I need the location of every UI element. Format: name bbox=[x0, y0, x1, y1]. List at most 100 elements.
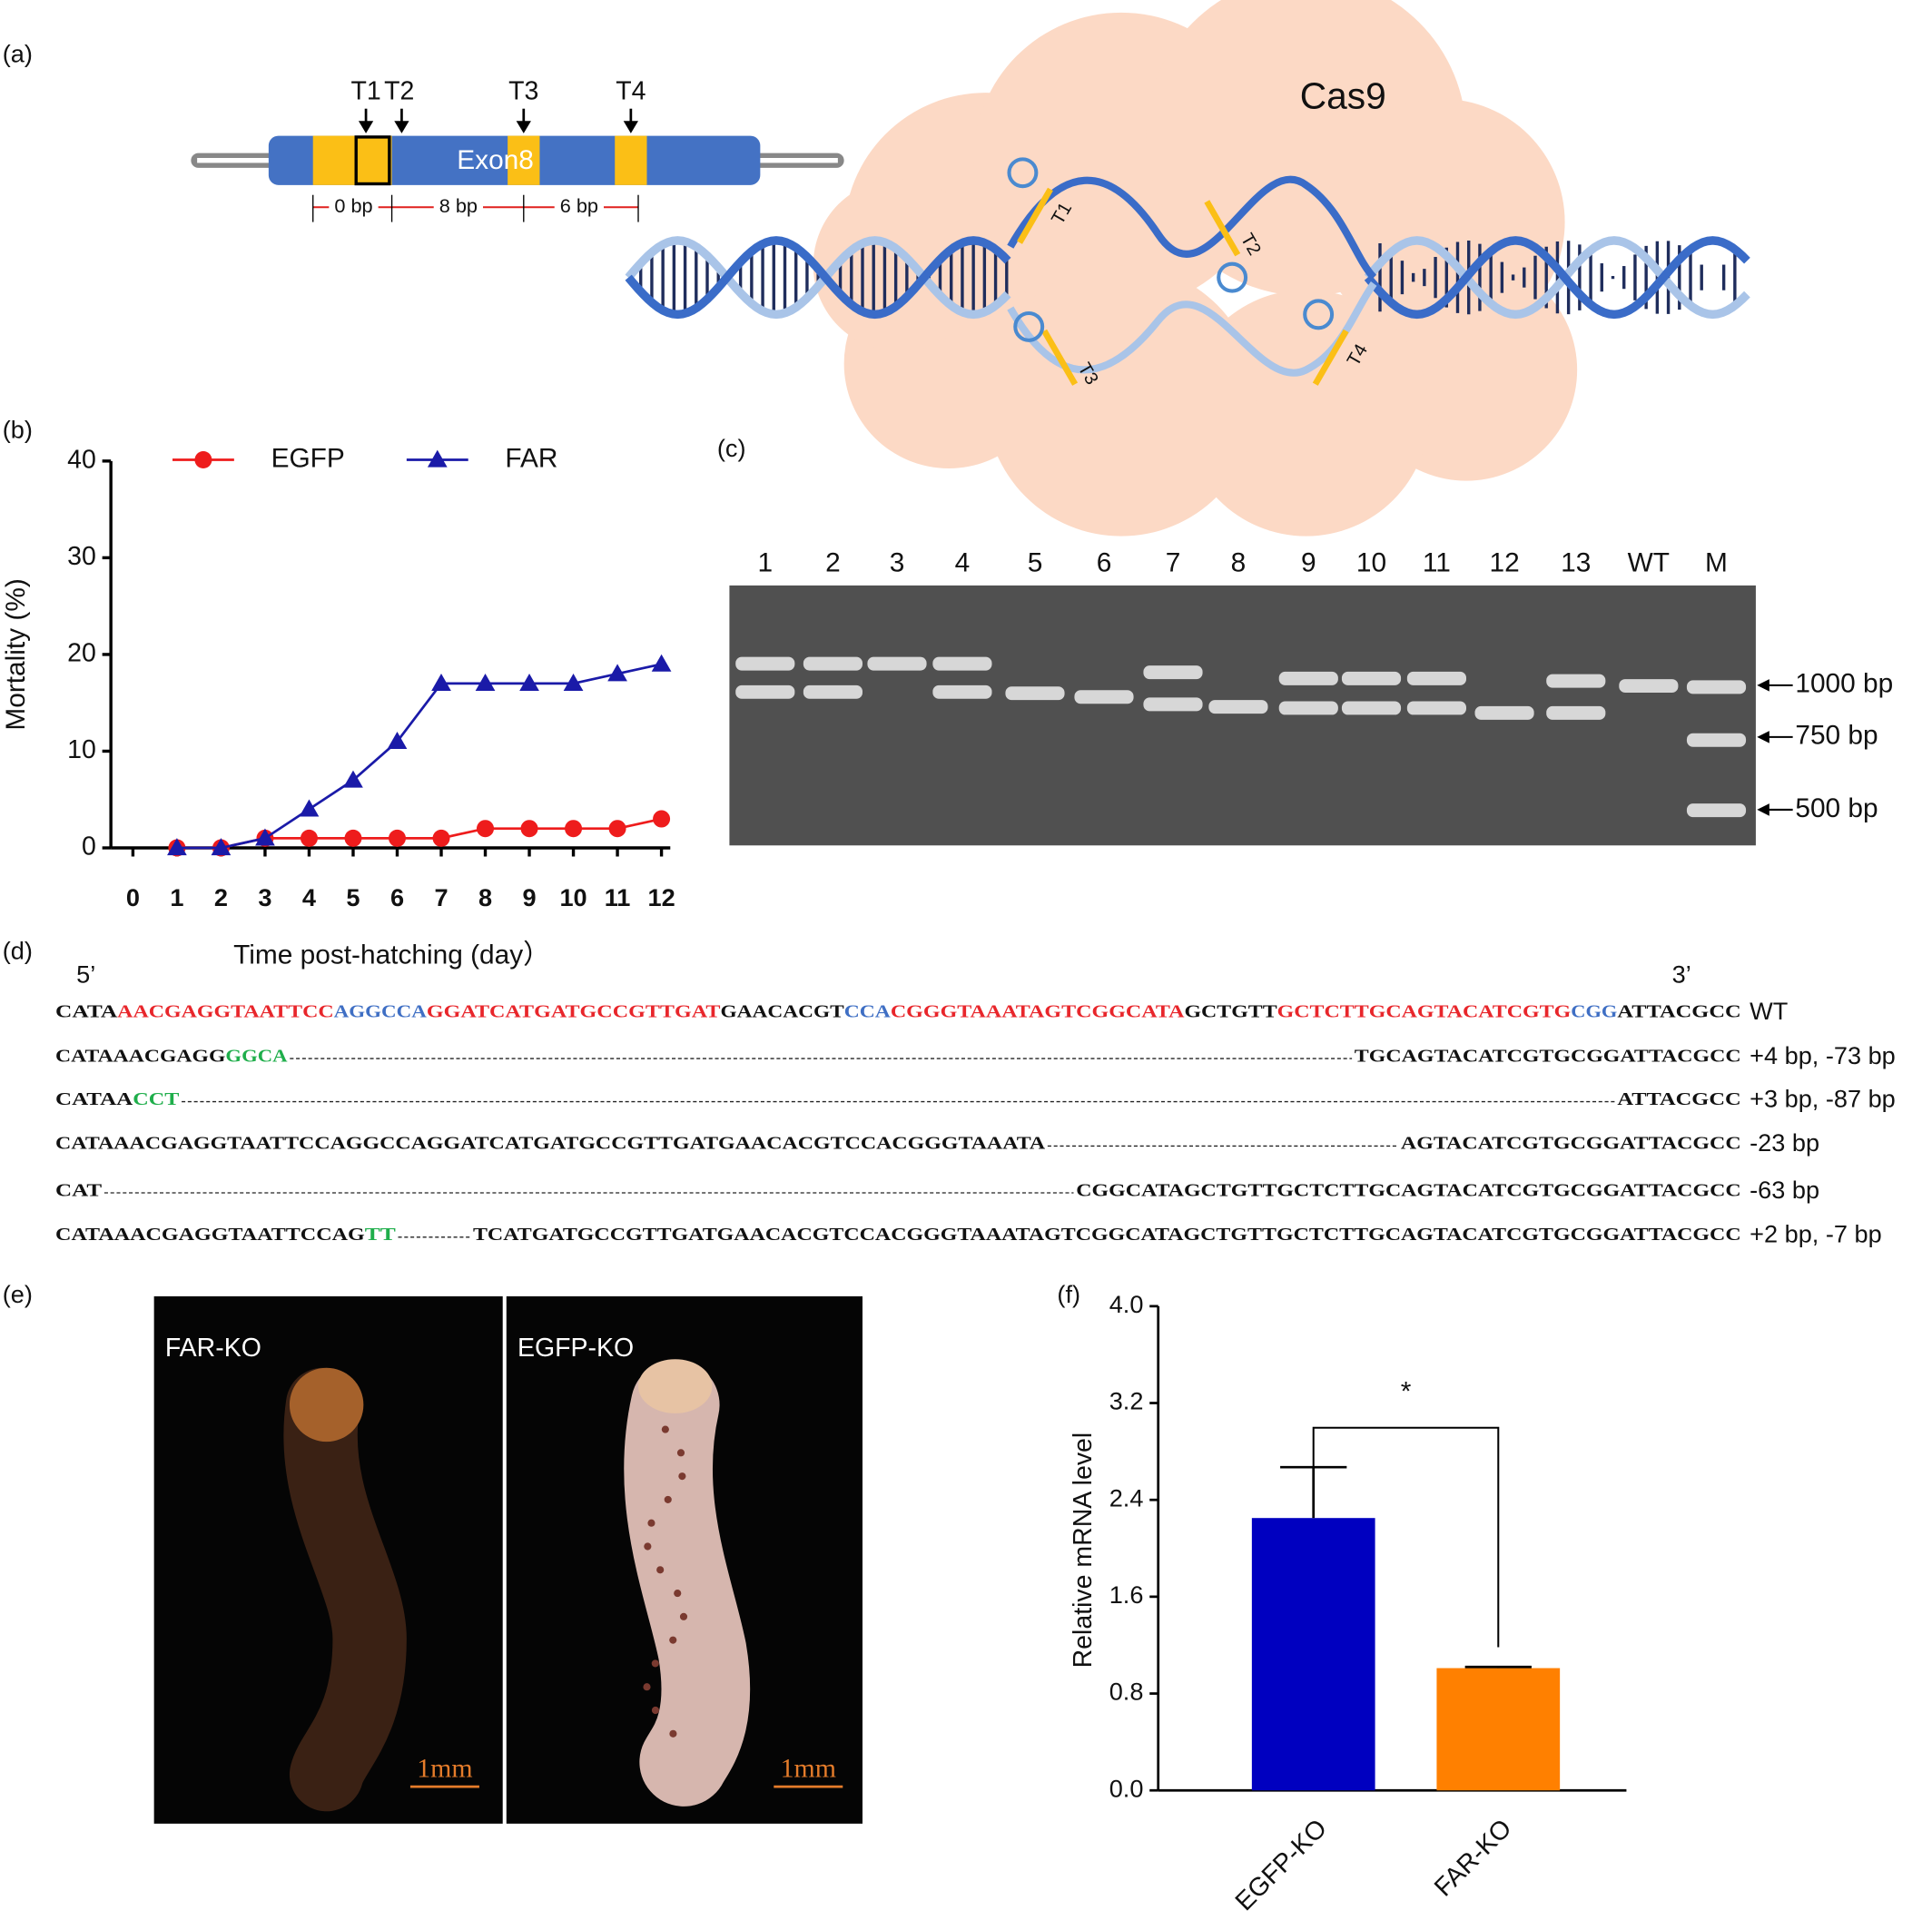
marker bbox=[432, 829, 450, 847]
gel-band bbox=[1143, 665, 1203, 680]
larva-spot bbox=[669, 1729, 677, 1738]
y-tick-label: 30 bbox=[67, 542, 96, 571]
sequence-segment: GGCA bbox=[225, 1046, 287, 1066]
larva-spot bbox=[647, 1519, 656, 1527]
lane-label: M bbox=[1705, 548, 1728, 578]
x-tick-label: 11 bbox=[605, 883, 631, 911]
sequence-segment: CATAAACGAGG bbox=[55, 1046, 226, 1066]
x-tick-label: 8 bbox=[478, 883, 492, 911]
x-tick-label: 1 bbox=[170, 883, 183, 911]
gel-band bbox=[1341, 671, 1402, 685]
x-tick-label: EGFP-KO bbox=[1230, 1814, 1333, 1916]
gel-band bbox=[1546, 674, 1606, 688]
size-marker: 1000 bp bbox=[1795, 669, 1893, 699]
sequence-segment: ATTACGCC bbox=[1617, 1002, 1740, 1022]
gel-band bbox=[1686, 803, 1747, 818]
sequence-segment: GCTGTT bbox=[1184, 1002, 1277, 1022]
sequence-segment: GCTCTTGCAGTACATCGTG bbox=[1277, 1002, 1572, 1022]
marker bbox=[477, 820, 495, 838]
size-marker: 500 bp bbox=[1795, 793, 1878, 823]
marker bbox=[431, 674, 451, 692]
x-tick-label: 9 bbox=[522, 883, 536, 911]
gel-band bbox=[1005, 686, 1065, 701]
sequence-segment: GAACACGT bbox=[720, 1002, 844, 1022]
gel-band bbox=[932, 656, 992, 671]
lane-label: 11 bbox=[1423, 548, 1451, 578]
genotype-label: +3 bp, -87 bp bbox=[1750, 1084, 1896, 1112]
panel-label: (f) bbox=[1057, 1280, 1080, 1308]
legend-label: FAR bbox=[505, 443, 557, 473]
bar bbox=[1251, 1518, 1375, 1791]
label-bg bbox=[329, 194, 379, 220]
marker bbox=[608, 820, 626, 838]
lane-label: 12 bbox=[1489, 548, 1519, 578]
legend-marker bbox=[427, 449, 448, 468]
sequence-segment: TGCAGTACATCGTGCGGATTACGCC bbox=[1355, 1046, 1741, 1066]
marker bbox=[167, 838, 187, 856]
sequence-segment: AACGAGGTAATTCC bbox=[117, 1002, 333, 1022]
sequence-segment: TT bbox=[365, 1225, 397, 1245]
gel-band bbox=[1278, 671, 1338, 685]
gel-band bbox=[1686, 733, 1747, 747]
guide-hairpin bbox=[1013, 310, 1045, 342]
exon-label: Exon8 bbox=[457, 145, 534, 175]
marker bbox=[565, 820, 583, 838]
x-tick-label: 12 bbox=[647, 883, 675, 911]
marker bbox=[388, 829, 406, 847]
lane-label: 5 bbox=[1028, 548, 1043, 578]
y-tick-label: 0.0 bbox=[1109, 1774, 1144, 1802]
gel-band bbox=[1406, 671, 1466, 685]
marker bbox=[520, 820, 538, 838]
target-label: T4 bbox=[616, 77, 646, 106]
larva-spot bbox=[651, 1706, 660, 1715]
sequence-segment: CGGGTAAATAGTCGGCATA bbox=[891, 1002, 1185, 1022]
y-tick-label: 0.8 bbox=[1109, 1678, 1144, 1706]
marker bbox=[344, 829, 362, 847]
dna-loop bbox=[1007, 175, 1377, 281]
y-tick-label: 3.2 bbox=[1109, 1387, 1144, 1415]
marker bbox=[519, 674, 539, 692]
marker bbox=[299, 799, 320, 817]
sequence-segment: CATAAACGAGGTAATTCCAG bbox=[55, 1225, 365, 1245]
cloud bbox=[985, 265, 1257, 537]
sequence-segment: CATAAACGAGGTAATTCCAGGCCAGGATCATGATGCCGTT… bbox=[55, 1134, 1045, 1154]
lane-label: 13 bbox=[1561, 548, 1591, 578]
marker bbox=[651, 654, 672, 672]
protein-label: Cas9 bbox=[1300, 75, 1386, 117]
gel-band bbox=[1278, 701, 1338, 715]
label-bg bbox=[554, 194, 604, 220]
guide-hairpin bbox=[1007, 157, 1039, 189]
gel-band bbox=[1074, 690, 1134, 704]
genotype-label: -63 bp bbox=[1750, 1176, 1819, 1204]
bar bbox=[1436, 1668, 1561, 1791]
sequence-segment: AGTACATCGTGCGGATTACGCC bbox=[1401, 1134, 1741, 1154]
gel-band bbox=[735, 684, 795, 699]
genotype-label: +4 bp, -73 bp bbox=[1750, 1041, 1896, 1069]
larva-spot bbox=[651, 1659, 659, 1668]
y-tick-label: 0 bbox=[82, 832, 96, 862]
larva-spot bbox=[661, 1425, 669, 1433]
gel-band bbox=[1208, 700, 1268, 714]
arrow-head bbox=[1757, 731, 1769, 743]
marker bbox=[211, 838, 232, 856]
guide-hairpin bbox=[1303, 299, 1335, 330]
x-tick-label: 3 bbox=[258, 883, 271, 911]
larva-spot bbox=[676, 1449, 685, 1457]
y-tick-label: 2.4 bbox=[1109, 1483, 1144, 1511]
y-tick-label: 20 bbox=[67, 638, 96, 667]
y-axis-label: Mortality (%) bbox=[1, 578, 31, 730]
sequence-segment: CCT bbox=[133, 1089, 180, 1109]
legend-label: EGFP bbox=[271, 443, 345, 473]
target-label: T2 bbox=[384, 77, 414, 106]
scale-bar-label: 1mm bbox=[417, 1753, 472, 1783]
target-site bbox=[508, 135, 540, 185]
sequence-segment: AGGCCA bbox=[334, 1002, 428, 1022]
larva-spot bbox=[669, 1636, 677, 1644]
label-bg bbox=[433, 194, 483, 220]
gel-band bbox=[1143, 697, 1203, 712]
x-tick-label: 5 bbox=[346, 883, 360, 911]
panel-label: (a) bbox=[3, 40, 33, 68]
scale-bar-label: 1mm bbox=[781, 1753, 836, 1783]
lane-label: 3 bbox=[890, 548, 905, 578]
lane-label: 10 bbox=[1356, 548, 1386, 578]
